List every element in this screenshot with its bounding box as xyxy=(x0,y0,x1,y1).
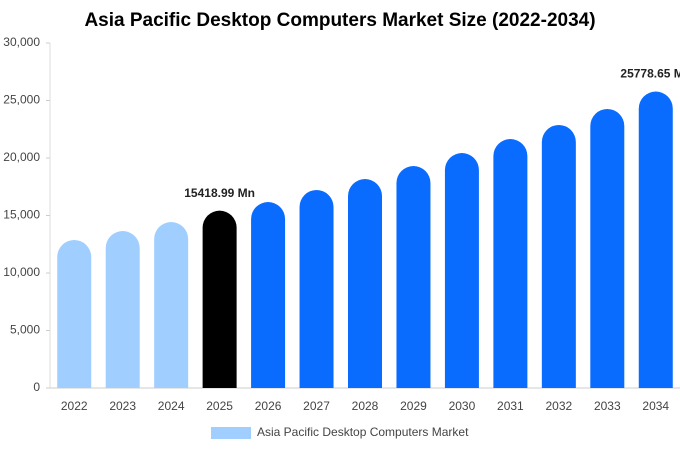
bar xyxy=(202,210,237,388)
legend-label: Asia Pacific Desktop Computers Market xyxy=(257,425,469,439)
legend-swatch xyxy=(211,427,251,439)
x-tick-label: 2022 xyxy=(61,399,88,413)
x-tick-label: 2033 xyxy=(594,399,621,413)
data-label: 15418.99 Mn xyxy=(184,186,255,200)
bar xyxy=(57,240,92,388)
y-tick-label: 0 xyxy=(33,380,40,394)
bar xyxy=(251,202,286,388)
y-tick-label: 30,000 xyxy=(3,35,40,49)
y-tick-label: 10,000 xyxy=(3,265,40,279)
x-tick-label: 2032 xyxy=(545,399,572,413)
x-tick-label: 2034 xyxy=(642,399,669,413)
y-tick-label: 25,000 xyxy=(3,93,40,107)
bar xyxy=(590,109,625,388)
bar xyxy=(444,153,479,388)
x-tick-label: 2028 xyxy=(352,399,379,413)
bar xyxy=(348,179,382,388)
bar xyxy=(154,222,189,388)
chart-title: Asia Pacific Desktop Computers Market Si… xyxy=(84,10,595,31)
bar xyxy=(638,91,673,388)
y-tick-label: 5,000 xyxy=(10,323,40,337)
x-tick-label: 2023 xyxy=(109,399,136,413)
data-label: 25778.65 Mn xyxy=(620,67,680,81)
bar xyxy=(541,124,576,388)
x-tick-label: 2029 xyxy=(400,399,427,413)
bar xyxy=(299,189,334,388)
x-tick-label: 2026 xyxy=(255,399,282,413)
x-tick-label: 2024 xyxy=(158,399,185,413)
bar xyxy=(396,166,431,388)
x-tick-label: 2025 xyxy=(206,399,233,413)
x-tick-label: 2027 xyxy=(303,399,330,413)
bar xyxy=(105,231,140,388)
y-tick-label: 20,000 xyxy=(3,150,40,164)
x-tick-label: 2031 xyxy=(497,399,524,413)
y-tick-label: 15,000 xyxy=(3,208,40,222)
x-tick-label: 2030 xyxy=(449,399,476,413)
bar xyxy=(493,139,528,388)
